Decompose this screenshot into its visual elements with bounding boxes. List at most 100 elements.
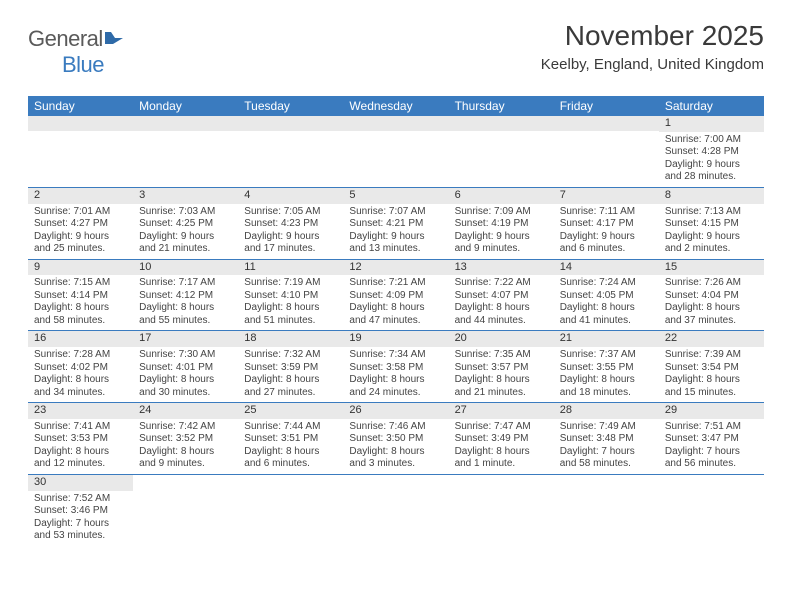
daylight-text: and 58 minutes. <box>34 315 127 328</box>
day-cell: 21Sunrise: 7:37 AMSunset: 3:55 PMDayligh… <box>554 331 659 402</box>
daylight-text: and 9 minutes. <box>455 243 548 256</box>
day-cell: 2Sunrise: 7:01 AMSunset: 4:27 PMDaylight… <box>28 188 133 259</box>
day-number: 27 <box>449 403 554 419</box>
daylight-text: Daylight: 8 hours <box>665 302 758 315</box>
day-body: Sunrise: 7:03 AMSunset: 4:25 PMDaylight:… <box>133 204 238 259</box>
day-cell: 27Sunrise: 7:47 AMSunset: 3:49 PMDayligh… <box>449 403 554 474</box>
sunrise-text: Sunrise: 7:11 AM <box>560 206 653 219</box>
day-cell <box>554 475 659 546</box>
day-number: 22 <box>659 331 764 347</box>
day-number: 3 <box>133 188 238 204</box>
sunrise-text: Sunrise: 7:39 AM <box>665 349 758 362</box>
sunrise-text: Sunrise: 7:35 AM <box>455 349 548 362</box>
empty-daynum-bar <box>238 116 343 131</box>
daylight-text: Daylight: 9 hours <box>34 231 127 244</box>
day-body: Sunrise: 7:44 AMSunset: 3:51 PMDaylight:… <box>238 419 343 474</box>
sunset-text: Sunset: 4:04 PM <box>665 290 758 303</box>
day-cell <box>554 116 659 187</box>
day-cell <box>28 116 133 187</box>
day-number: 12 <box>343 260 448 276</box>
daylight-text: and 30 minutes. <box>139 387 232 400</box>
day-number: 8 <box>659 188 764 204</box>
weekday-header: Sunday <box>28 96 133 116</box>
daylight-text: and 44 minutes. <box>455 315 548 328</box>
sunrise-text: Sunrise: 7:24 AM <box>560 277 653 290</box>
day-body: Sunrise: 7:09 AMSunset: 4:19 PMDaylight:… <box>449 204 554 259</box>
daylight-text: Daylight: 8 hours <box>34 446 127 459</box>
day-number: 26 <box>343 403 448 419</box>
daylight-text: and 24 minutes. <box>349 387 442 400</box>
daylight-text: Daylight: 8 hours <box>560 302 653 315</box>
day-number: 28 <box>554 403 659 419</box>
daylight-text: Daylight: 8 hours <box>34 302 127 315</box>
day-body: Sunrise: 7:39 AMSunset: 3:54 PMDaylight:… <box>659 347 764 402</box>
sunset-text: Sunset: 4:01 PM <box>139 362 232 375</box>
day-number: 16 <box>28 331 133 347</box>
daylight-text: and 55 minutes. <box>139 315 232 328</box>
daylight-text: Daylight: 8 hours <box>349 374 442 387</box>
day-body: Sunrise: 7:47 AMSunset: 3:49 PMDaylight:… <box>449 419 554 474</box>
flag-icon <box>105 26 127 52</box>
day-cell: 11Sunrise: 7:19 AMSunset: 4:10 PMDayligh… <box>238 260 343 331</box>
day-cell: 15Sunrise: 7:26 AMSunset: 4:04 PMDayligh… <box>659 260 764 331</box>
empty-daynum-bar <box>28 116 133 131</box>
daylight-text: Daylight: 8 hours <box>139 302 232 315</box>
daylight-text: and 21 minutes. <box>139 243 232 256</box>
daylight-text: Daylight: 9 hours <box>560 231 653 244</box>
day-body: Sunrise: 7:46 AMSunset: 3:50 PMDaylight:… <box>343 419 448 474</box>
sunrise-text: Sunrise: 7:09 AM <box>455 206 548 219</box>
daylight-text: Daylight: 8 hours <box>560 374 653 387</box>
day-body: Sunrise: 7:19 AMSunset: 4:10 PMDaylight:… <box>238 275 343 330</box>
sunset-text: Sunset: 4:28 PM <box>665 146 758 159</box>
weekday-header: Saturday <box>659 96 764 116</box>
daylight-text: Daylight: 9 hours <box>244 231 337 244</box>
day-cell: 5Sunrise: 7:07 AMSunset: 4:21 PMDaylight… <box>343 188 448 259</box>
sunrise-text: Sunrise: 7:34 AM <box>349 349 442 362</box>
daylight-text: Daylight: 7 hours <box>560 446 653 459</box>
daylight-text: and 1 minute. <box>455 458 548 471</box>
day-body: Sunrise: 7:51 AMSunset: 3:47 PMDaylight:… <box>659 419 764 474</box>
day-number: 4 <box>238 188 343 204</box>
weekday-header: Thursday <box>449 96 554 116</box>
sunrise-text: Sunrise: 7:21 AM <box>349 277 442 290</box>
month-title: November 2025 <box>541 20 764 52</box>
day-cell: 1Sunrise: 7:00 AMSunset: 4:28 PMDaylight… <box>659 116 764 187</box>
sunrise-text: Sunrise: 7:15 AM <box>34 277 127 290</box>
day-body: Sunrise: 7:30 AMSunset: 4:01 PMDaylight:… <box>133 347 238 402</box>
sunset-text: Sunset: 3:59 PM <box>244 362 337 375</box>
day-cell: 13Sunrise: 7:22 AMSunset: 4:07 PMDayligh… <box>449 260 554 331</box>
sunrise-text: Sunrise: 7:46 AM <box>349 421 442 434</box>
daylight-text: and 13 minutes. <box>349 243 442 256</box>
daylight-text: Daylight: 8 hours <box>244 302 337 315</box>
day-body: Sunrise: 7:24 AMSunset: 4:05 PMDaylight:… <box>554 275 659 330</box>
sunset-text: Sunset: 4:07 PM <box>455 290 548 303</box>
daylight-text: Daylight: 8 hours <box>34 374 127 387</box>
day-cell: 20Sunrise: 7:35 AMSunset: 3:57 PMDayligh… <box>449 331 554 402</box>
day-cell: 14Sunrise: 7:24 AMSunset: 4:05 PMDayligh… <box>554 260 659 331</box>
day-number: 5 <box>343 188 448 204</box>
day-cell: 29Sunrise: 7:51 AMSunset: 3:47 PMDayligh… <box>659 403 764 474</box>
sunset-text: Sunset: 4:09 PM <box>349 290 442 303</box>
day-number: 25 <box>238 403 343 419</box>
sunrise-text: Sunrise: 7:07 AM <box>349 206 442 219</box>
day-cell <box>659 475 764 546</box>
day-cell <box>449 475 554 546</box>
daylight-text: and 47 minutes. <box>349 315 442 328</box>
daylight-text: and 28 minutes. <box>665 171 758 184</box>
sunset-text: Sunset: 3:49 PM <box>455 433 548 446</box>
day-cell: 8Sunrise: 7:13 AMSunset: 4:15 PMDaylight… <box>659 188 764 259</box>
sunset-text: Sunset: 3:46 PM <box>34 505 127 518</box>
day-cell: 25Sunrise: 7:44 AMSunset: 3:51 PMDayligh… <box>238 403 343 474</box>
sunset-text: Sunset: 4:10 PM <box>244 290 337 303</box>
logo-text-general: General <box>28 26 103 51</box>
day-body: Sunrise: 7:15 AMSunset: 4:14 PMDaylight:… <box>28 275 133 330</box>
day-number: 9 <box>28 260 133 276</box>
day-body: Sunrise: 7:28 AMSunset: 4:02 PMDaylight:… <box>28 347 133 402</box>
day-number: 24 <box>133 403 238 419</box>
day-body: Sunrise: 7:00 AMSunset: 4:28 PMDaylight:… <box>659 132 764 187</box>
daylight-text: Daylight: 8 hours <box>455 374 548 387</box>
sunrise-text: Sunrise: 7:17 AM <box>139 277 232 290</box>
sunset-text: Sunset: 4:23 PM <box>244 218 337 231</box>
daylight-text: Daylight: 8 hours <box>349 302 442 315</box>
day-body: Sunrise: 7:52 AMSunset: 3:46 PMDaylight:… <box>28 491 133 546</box>
